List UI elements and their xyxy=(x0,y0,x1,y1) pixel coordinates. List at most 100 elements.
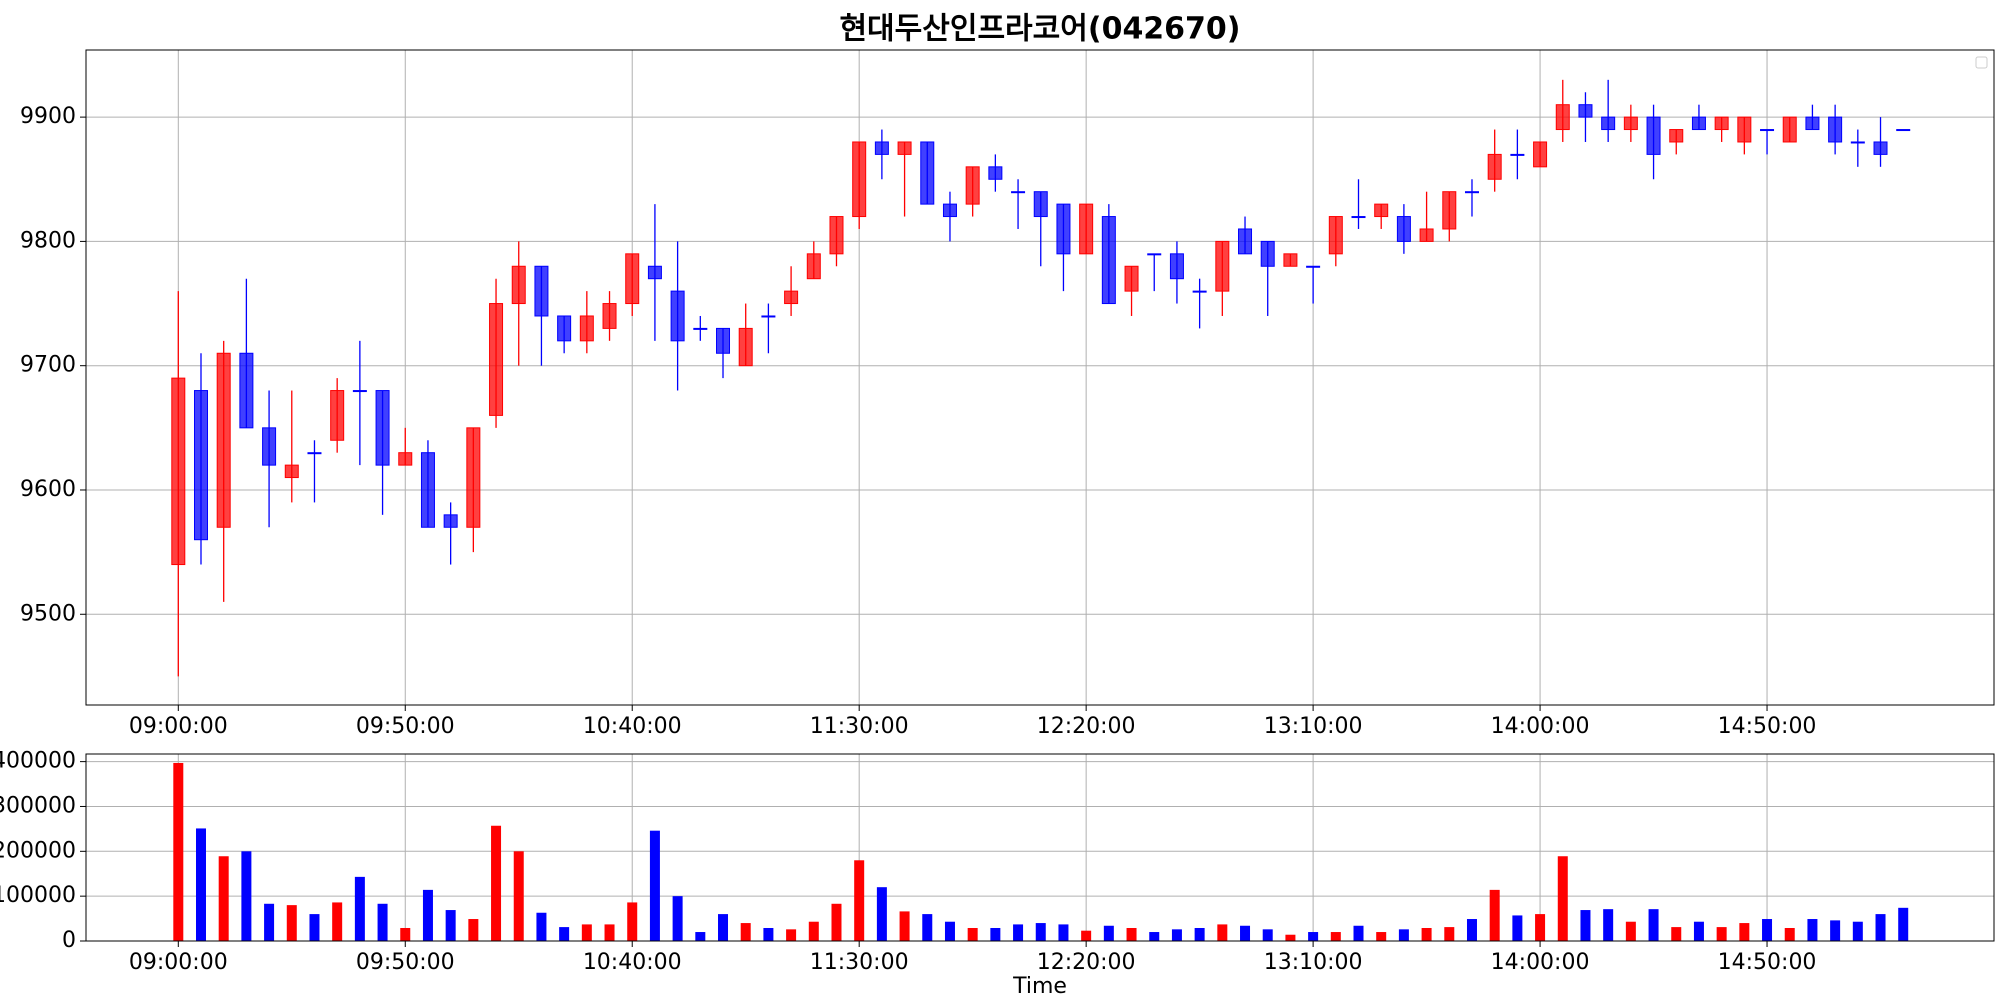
candle-body xyxy=(1011,191,1026,194)
legend-box xyxy=(1975,56,1988,69)
candle-body xyxy=(988,166,1003,180)
candle-body xyxy=(1396,216,1411,242)
volume-bar xyxy=(944,921,955,941)
candle-body xyxy=(489,303,504,416)
candle-body xyxy=(579,315,594,342)
candle-body xyxy=(193,390,208,541)
x-tick-label: 13:10:00 xyxy=(1264,714,1363,739)
candle-body xyxy=(1555,104,1570,131)
candle-body xyxy=(784,290,799,305)
plot-layer: 9500 9600 9700 9800 9900 09:00:00 09:50:00 10:4… xyxy=(0,50,1994,975)
x-tick-label: 09:00:00 xyxy=(129,950,228,975)
candle-body xyxy=(1374,203,1389,218)
volume-bar xyxy=(513,851,524,941)
volume-bar xyxy=(1308,932,1319,941)
volume-bar xyxy=(967,927,978,941)
candle-body xyxy=(1533,141,1548,168)
volume-bar xyxy=(468,919,479,941)
volume-bar xyxy=(1013,924,1024,941)
candle-body xyxy=(1328,216,1343,255)
x-tick-label: 14:50:00 xyxy=(1718,714,1817,739)
x-axis-label: Time xyxy=(1012,974,1067,999)
y-tick-label: 9700 xyxy=(20,353,76,378)
x-tick-label: 10:40:00 xyxy=(583,714,682,739)
x-tick-label: 09:00:00 xyxy=(129,714,228,739)
volume-bar xyxy=(559,927,570,941)
candle-body xyxy=(262,427,277,466)
y-tick-label: 9600 xyxy=(20,477,76,502)
x-tick-label: 12:20:00 xyxy=(1037,950,1136,975)
volume-bar xyxy=(354,876,365,941)
volume-bar xyxy=(1671,927,1682,941)
volume-bar xyxy=(1194,927,1205,941)
candle-body xyxy=(511,265,526,305)
volume-bar xyxy=(581,924,592,941)
candle-body xyxy=(1850,141,1865,144)
candle-body xyxy=(1192,290,1207,293)
volume-bar xyxy=(695,932,706,941)
candle-body xyxy=(443,514,458,528)
candle-body xyxy=(1578,104,1593,118)
candle-body xyxy=(965,166,980,205)
x-tick-label: 09:50:00 xyxy=(356,714,455,739)
volume-bar xyxy=(1898,907,1909,941)
y-tick-label: 9500 xyxy=(20,601,76,626)
candle-body xyxy=(534,265,549,317)
candle-body xyxy=(557,315,572,342)
volume-bar xyxy=(286,905,297,941)
candle-body xyxy=(1760,129,1775,132)
volume-bar xyxy=(1126,927,1137,941)
candle-body xyxy=(1283,253,1298,267)
volume-bar xyxy=(1262,929,1273,941)
candle-body xyxy=(1873,141,1888,155)
candle-body xyxy=(420,452,435,528)
volume-bar xyxy=(1398,929,1409,941)
volume-bar xyxy=(377,903,388,941)
volume-bar xyxy=(1489,889,1500,941)
candle-body xyxy=(1714,116,1729,131)
candle-body xyxy=(1646,116,1661,155)
candle-body xyxy=(693,327,708,330)
x-tick-label: 12:20:00 xyxy=(1037,714,1136,739)
candle-body xyxy=(375,390,390,466)
volume-bar xyxy=(922,914,933,941)
candle-body xyxy=(942,203,957,218)
volume-bar xyxy=(536,912,547,941)
volume-bar xyxy=(241,851,252,941)
candle-body xyxy=(466,427,481,528)
candle-body xyxy=(1691,116,1706,131)
volume-bar xyxy=(1716,927,1727,941)
candle-body xyxy=(284,464,299,479)
volume-bar xyxy=(672,896,683,941)
volume-bar xyxy=(1807,919,1818,941)
volume-bar xyxy=(1693,921,1704,941)
candle-body xyxy=(398,452,413,466)
volume-bar xyxy=(1285,934,1296,941)
volume-bar xyxy=(264,903,275,941)
candle-body xyxy=(738,327,753,367)
volume-bar xyxy=(1830,920,1841,941)
candle-body xyxy=(1782,116,1797,143)
x-tick-label: 13:10:00 xyxy=(1264,950,1363,975)
candle-body xyxy=(920,141,935,205)
volume-bar xyxy=(854,860,865,941)
candle-body xyxy=(307,452,322,455)
candle-body xyxy=(761,315,776,318)
volume-bar xyxy=(445,910,456,941)
volume-bar xyxy=(1875,914,1886,941)
candle-body xyxy=(897,141,912,155)
candle-body xyxy=(1669,129,1684,143)
x-tick-label: 14:00:00 xyxy=(1491,714,1590,739)
candle-body xyxy=(1442,191,1457,230)
volume-bar xyxy=(604,924,615,941)
volume-bar xyxy=(899,911,910,941)
volume-bar xyxy=(876,887,887,941)
volume-bar xyxy=(1580,910,1591,941)
candle-body xyxy=(829,216,844,255)
volume-bar xyxy=(491,825,502,941)
candle-body xyxy=(1601,116,1616,131)
candle-body xyxy=(1828,116,1843,143)
volume-bar xyxy=(1081,930,1092,941)
candle-body xyxy=(716,327,731,354)
